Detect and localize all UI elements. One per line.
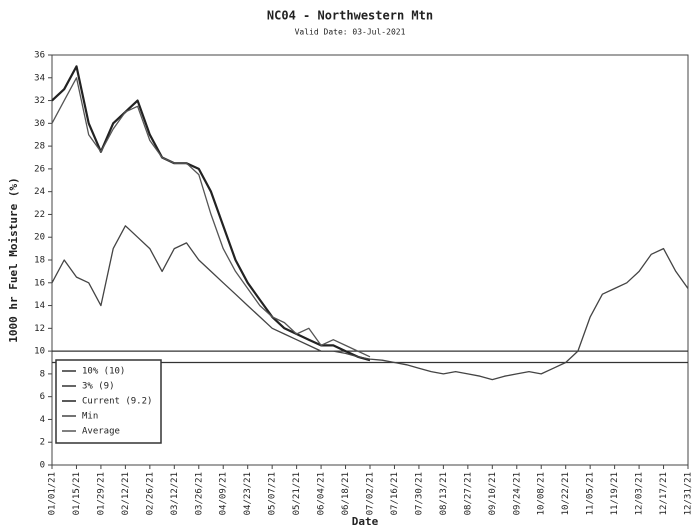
y-tick-label: 14 [34, 301, 45, 311]
x-tick-label: 12/03/21 [635, 472, 645, 515]
y-tick-label: 24 [34, 187, 45, 197]
y-tick-label: 0 [40, 461, 45, 471]
x-tick-label: 03/26/21 [194, 472, 204, 515]
x-axis-label: Date [352, 515, 379, 528]
y-tick-label: 28 [34, 142, 45, 152]
y-tick-label: 16 [34, 278, 45, 288]
legend-label: 3% (9) [82, 382, 115, 392]
x-tick-label: 03/12/21 [170, 472, 180, 515]
y-tick-label: 6 [40, 392, 45, 402]
y-tick-label: 36 [34, 51, 45, 61]
x-tick-label: 07/30/21 [414, 472, 424, 515]
x-tick-label: 06/18/21 [341, 472, 351, 515]
x-tick-label: 06/04/21 [317, 472, 327, 515]
x-tick-label: 05/21/21 [292, 472, 302, 515]
legend-label: Current (9.2) [82, 397, 152, 407]
y-tick-label: 22 [34, 210, 45, 220]
x-tick-label: 07/16/21 [390, 472, 400, 515]
y-tick-label: 4 [40, 415, 45, 425]
x-tick-label: 10/08/21 [537, 472, 547, 515]
x-tick-label: 02/12/21 [121, 472, 131, 515]
series-line [51, 225, 689, 381]
x-tick-label: 12/17/21 [659, 472, 669, 515]
x-tick-label: 08/13/21 [439, 472, 449, 515]
x-tick-label: 10/22/21 [561, 472, 571, 515]
y-tick-label: 20 [34, 233, 45, 243]
x-tick-label: 01/15/21 [72, 472, 82, 515]
y-tick-label: 30 [34, 119, 45, 129]
y-axis-label: 1000 hr Fuel Moisture (%) [7, 177, 20, 343]
x-tick-label: 07/02/21 [366, 472, 376, 515]
x-tick-label: 09/24/21 [512, 472, 522, 515]
x-tick-label: 04/23/21 [243, 472, 253, 515]
x-tick-label: 08/27/21 [463, 472, 473, 515]
y-tick-label: 8 [40, 369, 45, 379]
x-tick-label: 12/31/21 [684, 472, 694, 515]
series-line [51, 65, 371, 362]
y-tick-label: 18 [34, 256, 45, 266]
legend-label: Min [82, 412, 98, 422]
x-tick-label: 04/09/21 [219, 472, 229, 515]
x-tick-label: 11/05/21 [586, 472, 596, 515]
x-tick-label: 09/10/21 [488, 472, 498, 515]
y-tick-label: 12 [34, 324, 45, 334]
x-tick-label: 01/01/21 [48, 472, 58, 515]
y-tick-label: 10 [34, 347, 45, 357]
x-tick-label: 01/29/21 [96, 472, 106, 515]
y-tick-label: 34 [34, 73, 45, 83]
chart-title: NC04 - Northwestern Mtn [267, 9, 433, 23]
y-tick-label: 32 [34, 96, 45, 106]
y-tick-label: 2 [40, 438, 45, 448]
y-tick-label: 26 [34, 164, 45, 174]
legend-label: Average [82, 427, 120, 437]
chart-subtitle: Valid Date: 03-Jul-2021 [295, 28, 406, 37]
x-tick-label: 02/26/21 [145, 472, 155, 515]
x-tick-label: 05/07/21 [268, 472, 278, 515]
legend-label: 10% (10) [82, 367, 125, 377]
series-line [51, 77, 371, 358]
x-tick-label: 11/19/21 [610, 472, 620, 515]
